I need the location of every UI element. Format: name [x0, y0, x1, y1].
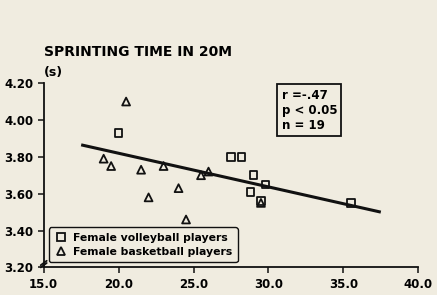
Point: [257, 199, 264, 204]
Point: [238, 155, 245, 159]
Point: [257, 201, 264, 205]
Point: [108, 164, 114, 168]
Text: SPRINTING TIME IN 20M: SPRINTING TIME IN 20M: [44, 45, 232, 59]
Point: [175, 186, 182, 191]
Point: [123, 99, 130, 104]
Text: r =-.47
p < 0.05
n = 19: r =-.47 p < 0.05 n = 19: [281, 88, 337, 132]
Point: [205, 169, 212, 174]
Point: [228, 155, 235, 159]
Point: [145, 195, 152, 200]
Point: [347, 201, 354, 205]
Point: [183, 217, 190, 222]
Legend: Female volleyball players, Female basketball players: Female volleyball players, Female basket…: [49, 227, 238, 262]
Point: [250, 173, 257, 178]
Point: [138, 167, 145, 172]
Point: [198, 173, 205, 178]
Point: [100, 156, 107, 161]
Text: (s): (s): [44, 66, 63, 79]
Point: [115, 130, 122, 135]
Point: [160, 164, 167, 168]
Point: [247, 189, 254, 194]
Point: [262, 182, 269, 187]
